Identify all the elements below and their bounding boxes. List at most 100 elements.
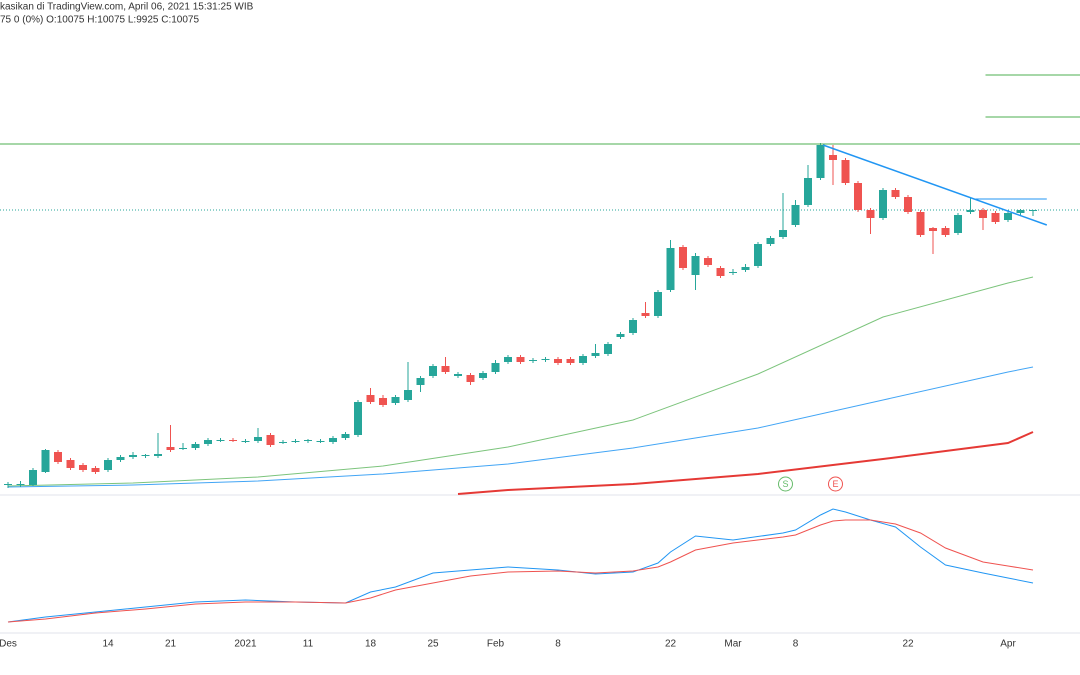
- candle-body: [166, 447, 175, 450]
- x-tick-label: Mar: [724, 639, 742, 650]
- candle-body: [341, 434, 350, 438]
- candle-body: [916, 212, 925, 235]
- candle-body: [866, 210, 875, 218]
- candle-body: [266, 435, 275, 445]
- candle-body: [841, 160, 850, 183]
- candle-body: [729, 272, 737, 273]
- candle-body: [441, 366, 450, 372]
- candle-body: [4, 484, 12, 485]
- candle-body: [566, 359, 575, 363]
- candle-body: [66, 460, 75, 468]
- candle-body: [16, 484, 25, 485]
- candle-body: [79, 465, 87, 470]
- oscillator-line: [7, 519, 1034, 623]
- x-tick-label: Apr: [1000, 639, 1016, 650]
- moving-average: [457, 431, 1034, 495]
- candle-body: [204, 440, 212, 444]
- event-label: S: [782, 479, 788, 489]
- candle-body: [91, 468, 100, 472]
- candle-body: [791, 205, 800, 225]
- candle-body: [716, 268, 725, 276]
- candle-body: [366, 395, 375, 402]
- candle-body: [979, 210, 987, 218]
- candle-body: [504, 357, 512, 362]
- candle-body: [491, 363, 500, 372]
- header-line2: 75 0 (0%) O:10075 H:10075 L:9925 C:10075: [0, 15, 199, 26]
- drawing-line: [822, 144, 1048, 226]
- candle-body: [1004, 213, 1012, 220]
- x-tick-label: 14: [102, 639, 114, 650]
- candle-body: [879, 190, 887, 218]
- candle-body: [291, 441, 300, 442]
- candle-body: [804, 178, 812, 205]
- candle-body: [479, 373, 487, 378]
- candle-body: [529, 360, 537, 361]
- candle-body: [641, 313, 650, 316]
- candle-body: [354, 402, 362, 435]
- candle-body: [766, 238, 775, 244]
- candle-body: [254, 437, 262, 441]
- event-label: E: [832, 479, 838, 489]
- candle-body: [129, 455, 137, 457]
- candle-body: [679, 247, 687, 268]
- candle-body: [779, 230, 787, 237]
- candle-body: [966, 210, 975, 212]
- candle-body: [829, 155, 837, 160]
- candle-body: [629, 320, 637, 333]
- x-tick-label: 22: [665, 639, 677, 650]
- x-tick-label: 11: [303, 639, 314, 650]
- candle-body: [516, 357, 525, 362]
- candle-body: [329, 438, 337, 442]
- candle-body: [1016, 210, 1025, 213]
- candle-body: [116, 457, 125, 460]
- event-marker: [778, 476, 793, 492]
- candle-body: [954, 215, 962, 233]
- oscillator-line: [7, 508, 1034, 623]
- candle-body: [41, 450, 50, 472]
- candle-body: [904, 197, 912, 212]
- candle-body: [554, 359, 562, 363]
- moving-average: [7, 276, 1034, 487]
- moving-average: [7, 366, 1034, 488]
- candle-body: [191, 444, 200, 448]
- x-tick-label: 8: [793, 639, 799, 650]
- candle-body: [929, 228, 937, 231]
- candle-body: [616, 334, 625, 337]
- candle-body: [304, 440, 312, 441]
- candle-body: [704, 258, 712, 265]
- candle-body: [891, 190, 900, 197]
- candle-body: [604, 344, 612, 354]
- candle-body: [391, 397, 400, 403]
- x-tick-label: 22: [902, 639, 914, 650]
- header-line1: kasikan di TradingView.com, April 06, 20…: [0, 2, 254, 13]
- event-marker: [828, 476, 843, 492]
- candle-body: [991, 213, 1000, 222]
- candle-body: [154, 454, 162, 456]
- candle-body: [416, 378, 425, 385]
- candle-body: [279, 442, 287, 443]
- candle-body: [541, 359, 550, 360]
- candle-body: [241, 441, 250, 442]
- candle-body: [454, 374, 462, 376]
- candle-body: [404, 390, 412, 400]
- candle-body: [691, 256, 700, 275]
- candle-body: [654, 292, 662, 316]
- x-tick-label: Feb: [487, 639, 505, 650]
- candle-body: [591, 353, 600, 356]
- x-tick-label: 18: [365, 639, 377, 650]
- candle-body: [229, 440, 237, 441]
- x-tick-label: 2021: [234, 639, 257, 650]
- candle-body: [466, 375, 475, 382]
- x-tick-label: 25: [427, 639, 439, 650]
- candle-body: [941, 228, 950, 235]
- candle-body: [379, 398, 387, 405]
- candle-body: [429, 366, 437, 376]
- candle-body: [816, 145, 825, 178]
- candle-body: [316, 441, 325, 442]
- candle-body: [29, 470, 37, 485]
- x-tick-label: Des: [0, 639, 17, 650]
- x-tick-label: 8: [555, 639, 561, 650]
- candle-body: [1029, 210, 1037, 211]
